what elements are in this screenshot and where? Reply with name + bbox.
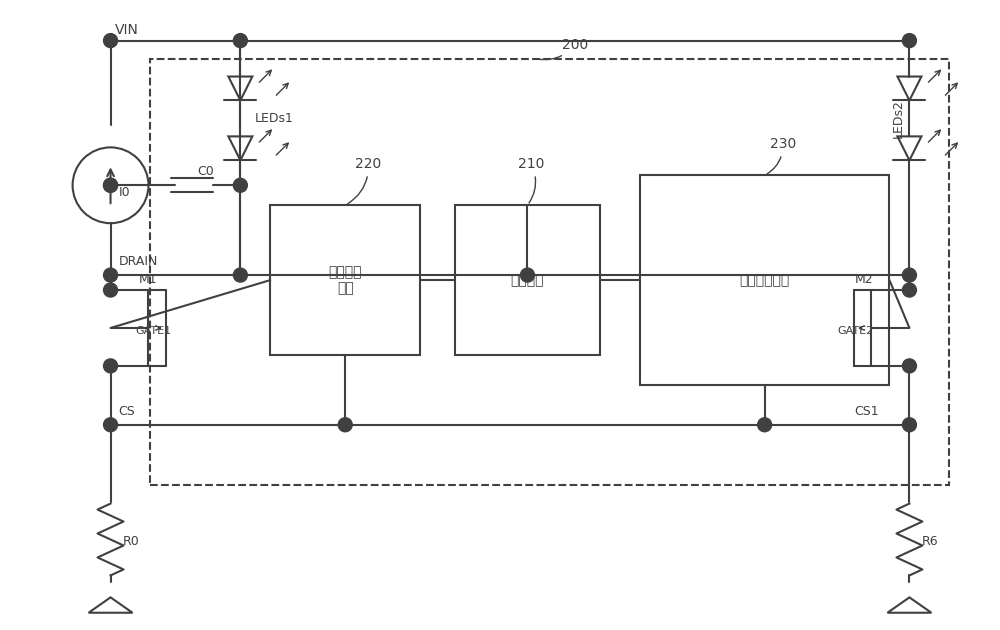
Circle shape <box>104 178 118 192</box>
Circle shape <box>104 418 118 432</box>
Bar <box>270 205 420 355</box>
Text: M1: M1 <box>139 273 157 286</box>
Text: 第二控制模块: 第二控制模块 <box>740 273 790 287</box>
Text: CS1: CS1 <box>855 404 879 418</box>
Circle shape <box>104 283 118 297</box>
Circle shape <box>233 268 247 282</box>
Circle shape <box>104 178 118 192</box>
Bar <box>150 59 949 484</box>
Circle shape <box>233 178 247 192</box>
Circle shape <box>902 418 916 432</box>
Circle shape <box>758 418 772 432</box>
Text: 230: 230 <box>767 137 796 174</box>
Circle shape <box>902 268 916 282</box>
Text: LEDs1: LEDs1 <box>254 112 293 125</box>
Text: 采样模块: 采样模块 <box>511 273 544 287</box>
Circle shape <box>902 283 916 297</box>
Text: M2: M2 <box>855 273 873 286</box>
Text: LEDs2: LEDs2 <box>891 99 904 138</box>
Circle shape <box>104 359 118 373</box>
Bar <box>455 205 600 355</box>
Text: R0: R0 <box>123 535 139 548</box>
Text: DRAIN: DRAIN <box>119 255 158 268</box>
Text: GATE2: GATE2 <box>838 326 874 336</box>
Circle shape <box>338 418 352 432</box>
Circle shape <box>104 33 118 48</box>
Circle shape <box>902 359 916 373</box>
Text: CS: CS <box>119 404 135 418</box>
Text: I0: I0 <box>119 186 130 199</box>
Circle shape <box>902 33 916 48</box>
Text: 210: 210 <box>518 158 544 203</box>
Text: R6: R6 <box>921 535 938 548</box>
Circle shape <box>233 33 247 48</box>
Text: 第一控制
模块: 第一控制 模块 <box>328 265 362 295</box>
Text: GATE1: GATE1 <box>136 326 172 336</box>
Circle shape <box>520 268 534 282</box>
Text: VIN: VIN <box>115 23 138 37</box>
Bar <box>640 175 889 385</box>
Text: 220: 220 <box>348 158 381 204</box>
Text: C0: C0 <box>197 165 214 178</box>
Text: 200: 200 <box>538 38 588 60</box>
Circle shape <box>104 268 118 282</box>
